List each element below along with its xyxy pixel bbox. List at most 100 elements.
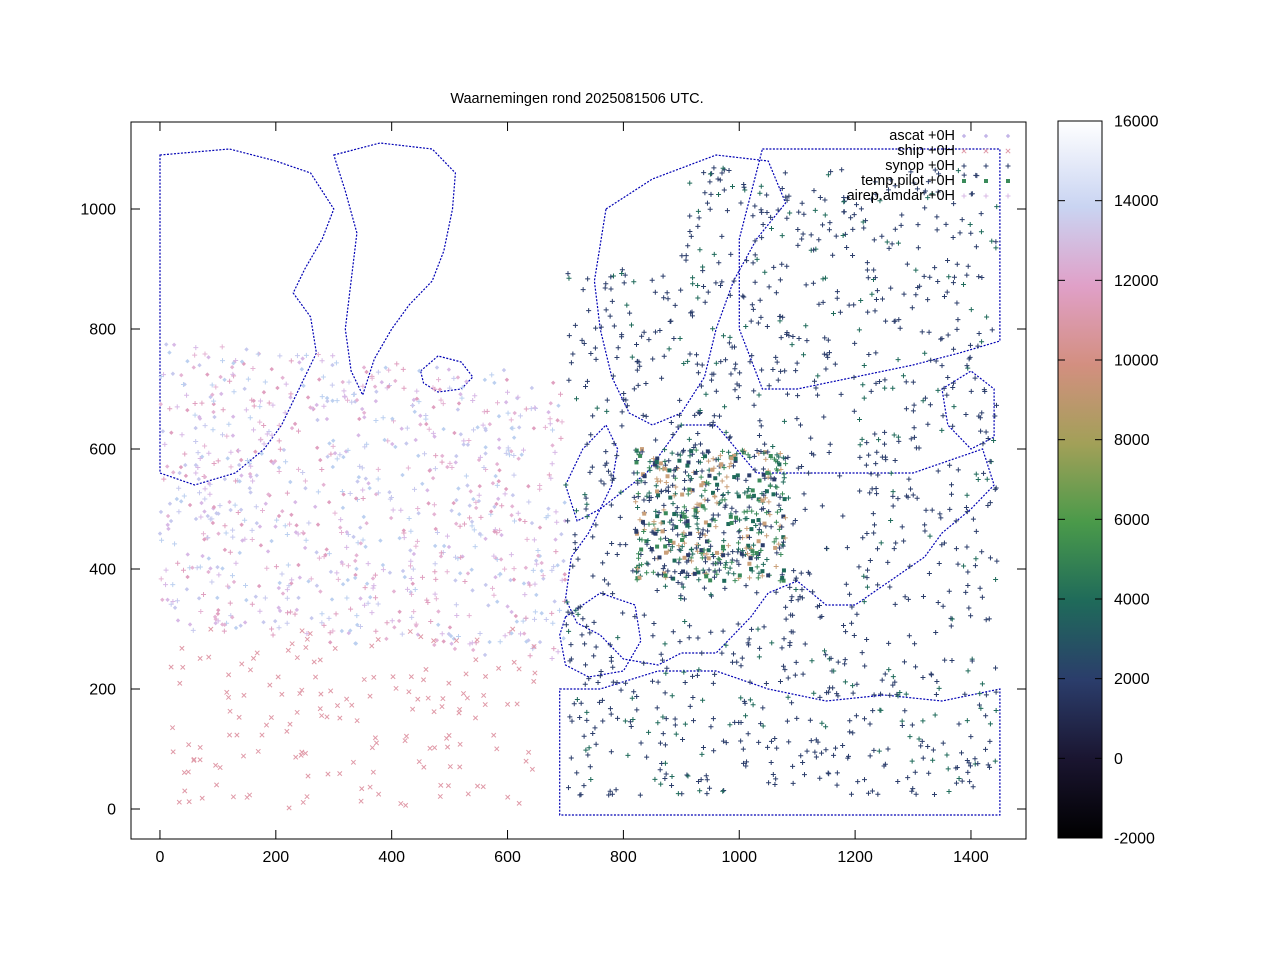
obs-point <box>453 578 458 583</box>
obs-point <box>447 385 453 391</box>
obs-point <box>504 377 510 382</box>
obs-point <box>412 409 417 414</box>
obs-point <box>625 752 631 758</box>
obs-point <box>572 532 578 538</box>
obs-point <box>631 279 637 285</box>
obs-point <box>653 437 659 443</box>
obs-point <box>410 706 416 712</box>
obs-point <box>420 481 425 486</box>
obs-point <box>655 720 661 726</box>
obs-point <box>677 570 683 576</box>
obs-point <box>432 512 437 517</box>
obs-point <box>624 403 630 409</box>
obs-point <box>721 530 727 536</box>
obs-point <box>172 541 178 547</box>
obs-point <box>549 610 555 616</box>
legend-swatch <box>961 193 1011 199</box>
obs-point <box>954 300 960 306</box>
obs-point <box>757 297 763 303</box>
obs-point <box>600 591 606 597</box>
obs-point <box>721 553 726 558</box>
obs-point <box>705 289 711 295</box>
obs-point <box>717 557 723 563</box>
obs-point <box>861 573 867 579</box>
obs-point <box>685 243 691 249</box>
obs-point <box>193 439 199 445</box>
obs-point <box>895 496 901 502</box>
obs-point <box>582 681 588 687</box>
obs-point <box>742 490 748 496</box>
obs-point <box>695 295 701 301</box>
obs-point <box>751 453 757 459</box>
obs-point <box>707 523 712 528</box>
obs-point <box>363 476 369 481</box>
obs-point <box>846 302 852 308</box>
obs-point <box>865 275 871 281</box>
obs-point <box>743 763 749 769</box>
obs-point <box>951 380 957 386</box>
obs-point <box>222 377 227 383</box>
obs-point <box>240 753 247 759</box>
obs-point <box>357 463 363 469</box>
obs-point <box>910 492 916 498</box>
obs-point <box>565 785 571 791</box>
obs-point <box>439 704 445 710</box>
obs-point <box>715 550 720 555</box>
obs-point <box>655 456 660 461</box>
obs-point <box>681 569 686 574</box>
obs-point <box>242 620 248 625</box>
obs-point <box>853 202 859 208</box>
obs-point <box>747 561 752 566</box>
obs-point <box>532 670 538 676</box>
obs-point <box>764 323 770 329</box>
obs-point <box>280 375 285 380</box>
obs-point <box>608 654 614 660</box>
obs-point <box>758 496 764 502</box>
obs-point <box>766 383 772 389</box>
obs-point <box>446 367 452 372</box>
obs-point <box>849 604 855 610</box>
obs-point <box>944 392 950 398</box>
obs-point <box>857 454 863 460</box>
obs-point <box>777 318 783 324</box>
obs-point <box>703 454 708 459</box>
obs-point <box>695 283 701 289</box>
obs-point <box>250 478 256 484</box>
obs-point <box>326 615 332 621</box>
obs-point <box>211 504 217 510</box>
obs-point <box>815 373 821 379</box>
obs-point <box>409 591 415 597</box>
obs-point <box>747 359 753 365</box>
obs-point <box>411 551 417 557</box>
obs-point <box>936 171 942 177</box>
obs-point <box>473 505 479 511</box>
obs-point <box>713 560 719 566</box>
obs-point <box>549 567 555 573</box>
obs-point <box>371 674 377 680</box>
obs-point <box>869 291 875 297</box>
obs-point <box>410 581 415 586</box>
obs-point <box>553 549 559 555</box>
obs-point <box>661 353 667 359</box>
obs-point <box>302 750 309 756</box>
obs-point <box>698 383 704 389</box>
obs-point <box>364 369 369 375</box>
obs-point <box>662 583 668 589</box>
obs-point <box>945 766 951 772</box>
obs-point <box>608 502 614 508</box>
obs-point <box>373 595 379 601</box>
obs-point <box>284 531 290 537</box>
obs-point <box>800 231 806 237</box>
obs-point <box>655 479 661 485</box>
obs-point <box>634 367 640 373</box>
obs-point <box>226 732 233 738</box>
obs-point <box>826 689 832 695</box>
obs-point <box>822 212 828 218</box>
obs-point <box>705 528 711 534</box>
obs-point <box>466 613 472 619</box>
obs-point <box>659 657 665 663</box>
obs-point <box>231 361 236 366</box>
obs-point <box>379 380 384 385</box>
obs-point <box>261 390 267 395</box>
